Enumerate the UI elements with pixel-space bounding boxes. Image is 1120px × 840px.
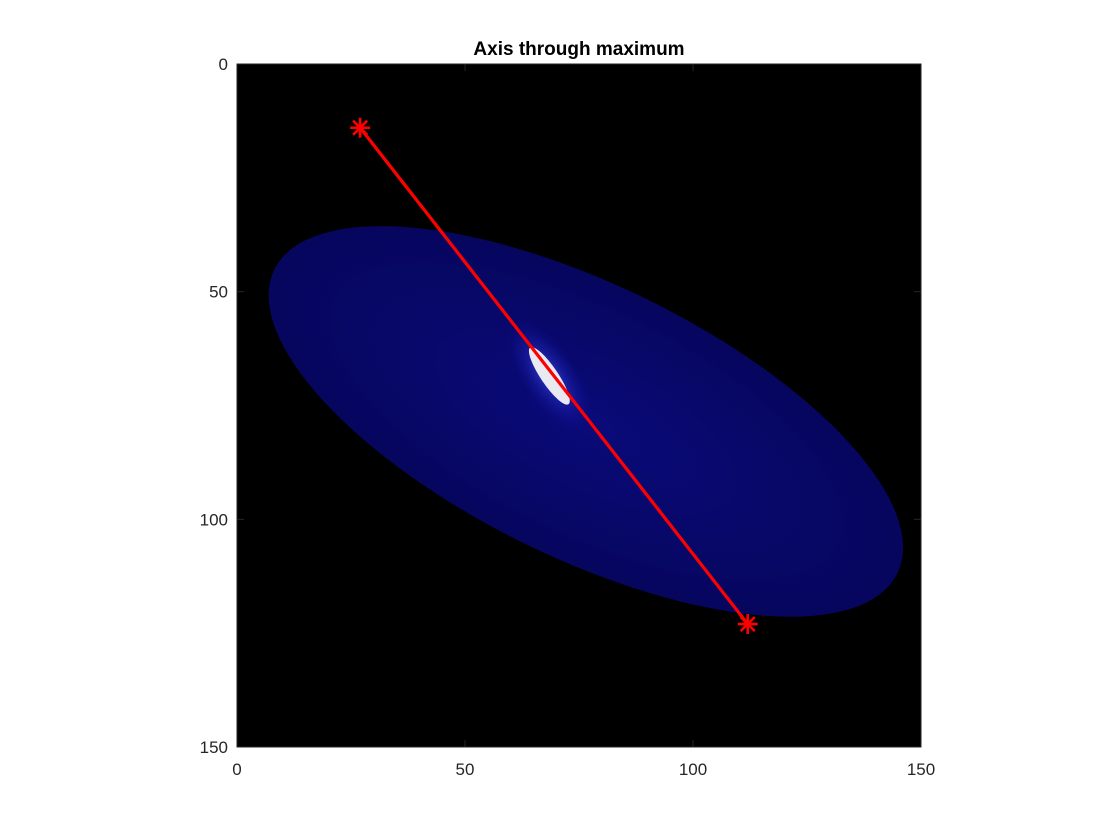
y-tick-label: 100 [200, 510, 228, 529]
axes-box [236, 63, 922, 748]
asterisk-marker [737, 614, 758, 635]
intensity-peak [528, 347, 570, 405]
asterisk-marker [350, 117, 371, 138]
y-tick-label: 50 [209, 283, 228, 302]
y-tick-label: 150 [200, 738, 228, 757]
heatmap-image [237, 64, 921, 747]
chart-title: Axis through maximum [473, 39, 684, 60]
x-tick-label: 0 [232, 760, 241, 779]
axis-line [358, 126, 749, 626]
x-tick-label: 150 [907, 760, 935, 779]
y-tick-label: 0 [219, 55, 228, 74]
x-tick-label: 50 [456, 760, 475, 779]
series-layer [350, 117, 758, 635]
x-tick-label: 100 [679, 760, 707, 779]
